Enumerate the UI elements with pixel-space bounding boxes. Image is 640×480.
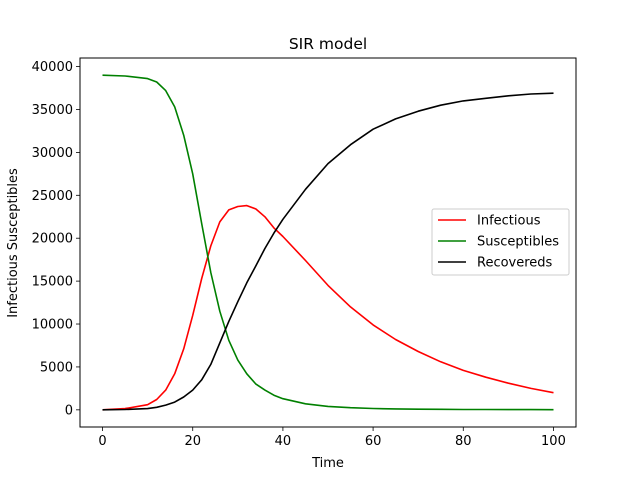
plot-frame <box>79 57 577 428</box>
y-tick-label: 30000 <box>32 146 73 161</box>
x-tick-label: 0 <box>98 434 106 449</box>
x-tick-label: 80 <box>455 434 472 449</box>
series-line-infectious <box>102 204 554 411</box>
legend-label-infectious: Infectious <box>477 214 541 229</box>
y-tick-label: 5000 <box>40 360 73 375</box>
x-tick-label: 40 <box>275 434 292 449</box>
x-tick-label: 60 <box>365 434 382 449</box>
chart-title: SIR model <box>289 35 367 53</box>
y-tick-label: 20000 <box>32 232 73 247</box>
y-tick-label: 40000 <box>32 60 73 75</box>
legend: Infectious Susceptibles Recovereds <box>431 208 570 276</box>
x-tick-label: 100 <box>541 434 566 449</box>
y-tick-label: 0 <box>65 403 73 418</box>
y-axis: 0 5000 10000 15000 20000 25000 30000 35000 40000 <box>32 60 80 418</box>
y-tick-label: 25000 <box>32 189 73 204</box>
y-tick-label: 15000 <box>32 275 73 290</box>
series-line-recovereds <box>102 92 554 411</box>
legend-box <box>431 208 570 276</box>
x-axis-label: Time <box>311 456 344 471</box>
y-axis-label: Infectious Susceptibles <box>6 168 21 318</box>
legend-label-recovereds: Recovereds <box>477 256 553 271</box>
y-tick-label: 35000 <box>32 103 73 118</box>
x-axis: 0 20 40 60 80 100 <box>98 427 566 449</box>
legend-label-susceptibles: Susceptibles <box>477 235 559 250</box>
y-tick-label: 10000 <box>32 318 73 333</box>
x-tick-label: 20 <box>184 434 201 449</box>
plot-lines <box>102 74 554 411</box>
series-line-susceptibles <box>102 74 554 411</box>
